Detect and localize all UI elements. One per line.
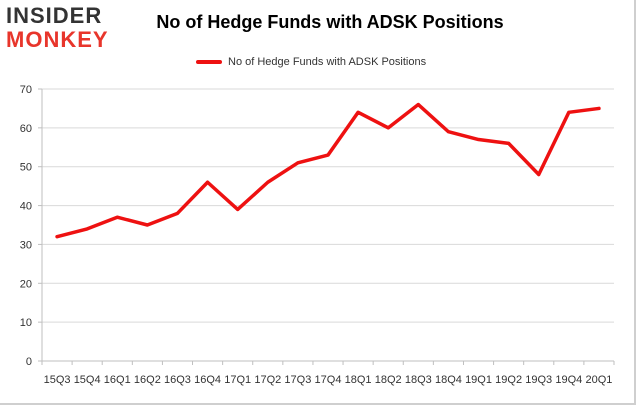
x-tick-label: 17Q1 [224, 374, 251, 386]
logo-text-bottom: MONKEY [6, 27, 109, 52]
data-point [115, 215, 119, 219]
data-point [85, 227, 89, 231]
y-tick-label: 40 [20, 201, 32, 213]
x-tick-label: 15Q3 [44, 374, 71, 386]
y-tick-label: 70 [20, 84, 32, 96]
data-point [386, 126, 390, 130]
y-tick-label: 0 [26, 356, 32, 368]
x-tick-labels: 15Q3 15Q4 16Q1 16Q2 16Q3 16Q4 17Q1 17Q2 17Q3 17Q4… [44, 374, 613, 386]
x-tick-label: 19Q3 [525, 374, 552, 386]
series-line [55, 102, 601, 239]
data-point [206, 180, 210, 184]
x-tick-label: 17Q3 [284, 374, 311, 386]
x-tick-label: 16Q3 [164, 374, 191, 386]
x-tick-label: 20Q1 [585, 374, 612, 386]
chart-title: No of Hedge Funds with ADSK Positions [156, 12, 504, 32]
series-lines [55, 102, 601, 239]
data-point [416, 103, 420, 107]
x-tick-label: 17Q2 [254, 374, 281, 386]
x-tick-label: 17Q4 [315, 374, 342, 386]
data-point [266, 180, 270, 184]
x-tick-label: 16Q2 [134, 374, 161, 386]
data-point [597, 106, 601, 110]
y-tick-label: 60 [20, 123, 32, 135]
x-tick-label: 18Q2 [375, 374, 402, 386]
x-tick-label: 19Q4 [555, 374, 582, 386]
data-point [296, 161, 300, 165]
data-point [175, 211, 179, 215]
logo-text-top: INSIDER [6, 3, 103, 28]
data-point [507, 141, 511, 145]
insider-monkey-logo: INSIDER MONKEY [6, 4, 118, 56]
x-tick-label: 18Q4 [435, 374, 462, 386]
data-point [326, 153, 330, 157]
x-tick-label: 19Q2 [495, 374, 522, 386]
data-point [446, 130, 450, 134]
data-point [145, 223, 149, 227]
y-tick-label: 30 [20, 239, 32, 251]
x-tick-label: 18Q3 [405, 374, 432, 386]
y-tick-label: 50 [20, 162, 32, 174]
axes [38, 88, 615, 365]
data-point [356, 110, 360, 114]
y-tick-label: 20 [20, 278, 32, 290]
y-tick-label: 10 [20, 317, 32, 329]
y-tick-labels: 0 10 20 30 40 50 60 70 [20, 84, 32, 368]
legend-swatch [196, 60, 222, 64]
data-point [567, 110, 571, 114]
legend: No of Hedge Funds with ADSK Positions [196, 54, 426, 70]
x-tick-label: 15Q4 [74, 374, 101, 386]
legend-label: No of Hedge Funds with ADSK Positions [228, 56, 427, 68]
data-point [55, 235, 59, 239]
x-tick-label: 16Q1 [104, 374, 131, 386]
gridlines [42, 88, 614, 323]
data-point [537, 172, 541, 176]
data-point [477, 138, 481, 142]
x-tick-label: 18Q1 [345, 374, 372, 386]
x-tick-label: 19Q1 [465, 374, 492, 386]
x-tick-label: 16Q4 [194, 374, 221, 386]
data-point [236, 207, 240, 211]
